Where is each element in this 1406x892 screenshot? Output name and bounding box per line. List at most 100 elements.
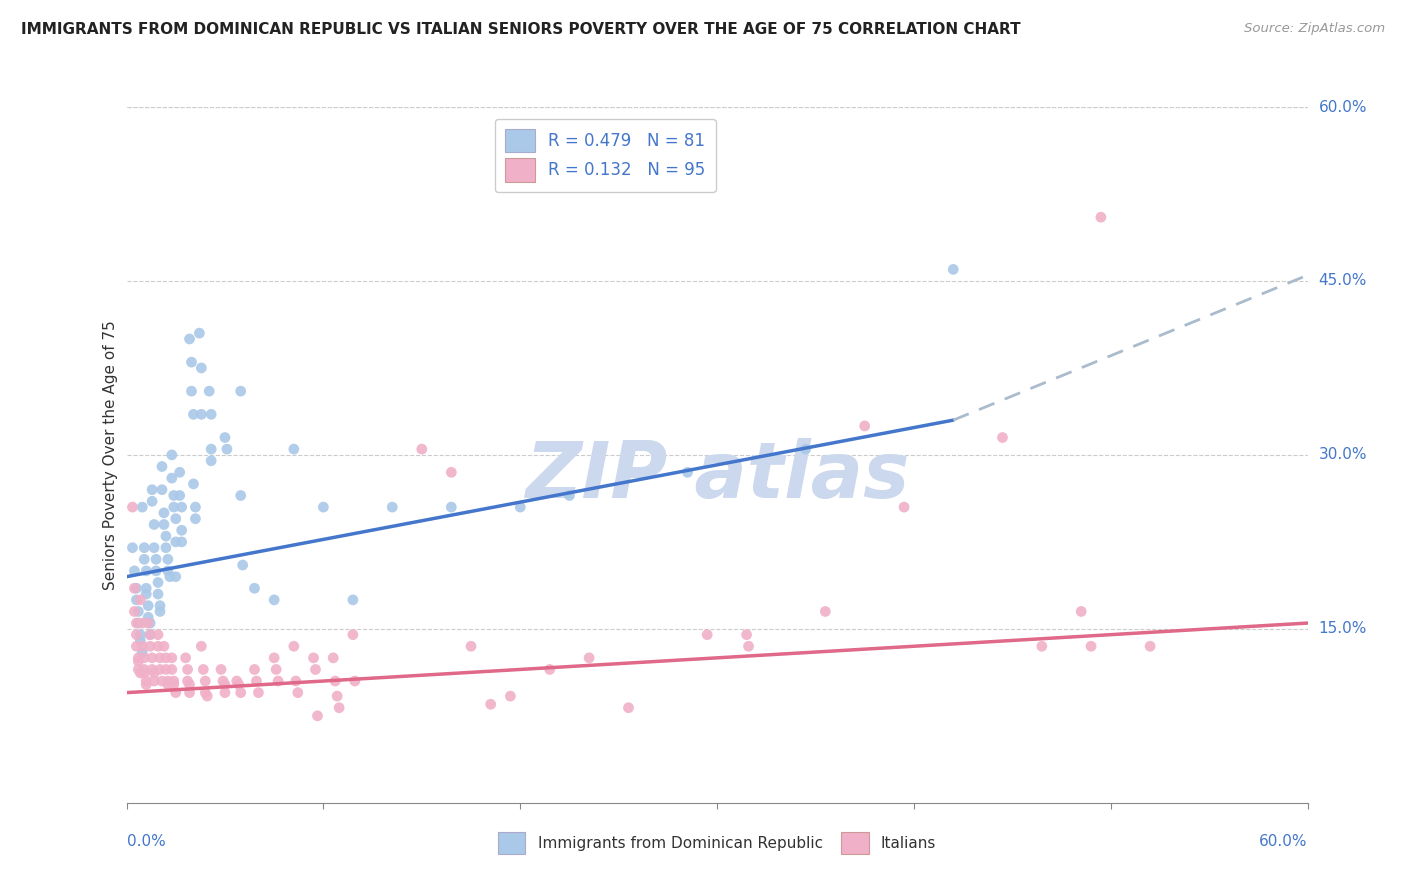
Point (794, 442, 817, 456)
Point (153, 639, 176, 653)
Point (538, 662, 561, 676)
Point (131, 615, 153, 630)
Point (135, 674, 157, 689)
Point (139, 628, 162, 642)
Point (156, 677, 179, 691)
Point (312, 500, 335, 514)
Point (381, 500, 404, 514)
Point (263, 651, 285, 665)
Point (170, 500, 193, 514)
Point (146, 587, 169, 601)
Point (180, 384, 202, 398)
Point (135, 582, 157, 596)
Text: 30.0%: 30.0% (1319, 448, 1367, 462)
Point (139, 628, 162, 642)
Point (200, 442, 222, 456)
Point (232, 558, 254, 573)
Point (893, 500, 915, 514)
Point (131, 639, 153, 653)
Point (160, 651, 183, 665)
Point (160, 471, 183, 485)
Point (135, 587, 157, 601)
Text: ZIP atlas: ZIP atlas (524, 438, 910, 514)
Point (141, 651, 163, 665)
Point (127, 651, 149, 665)
Point (214, 677, 236, 691)
Point (160, 448, 183, 462)
Point (179, 332, 201, 346)
Point (676, 466, 699, 480)
Point (127, 654, 149, 668)
Point (165, 511, 187, 525)
Point (136, 615, 159, 630)
Point (193, 662, 215, 676)
Point (124, 564, 146, 578)
Point (184, 511, 207, 525)
Point (578, 651, 600, 665)
Point (135, 564, 157, 578)
Point (225, 674, 247, 689)
Point (150, 459, 173, 474)
Point (194, 674, 217, 689)
Point (125, 615, 148, 630)
Point (165, 685, 187, 699)
Point (735, 628, 758, 642)
Point (180, 355, 202, 369)
Text: Source: ZipAtlas.com: Source: ZipAtlas.com (1244, 22, 1385, 36)
Point (146, 628, 169, 642)
Point (163, 500, 186, 514)
Point (150, 674, 173, 689)
Point (328, 700, 350, 714)
Point (479, 698, 502, 712)
Point (1139, 639, 1161, 653)
Text: 45.0%: 45.0% (1319, 274, 1367, 288)
Point (136, 599, 159, 613)
Point (165, 534, 187, 549)
Point (143, 665, 166, 680)
Point (134, 541, 156, 555)
Point (814, 605, 837, 619)
Text: 60.0%: 60.0% (1260, 834, 1308, 849)
Point (263, 592, 285, 607)
Point (149, 599, 172, 613)
Point (440, 466, 463, 480)
Point (1080, 639, 1102, 653)
Point (243, 582, 266, 596)
Point (179, 677, 201, 691)
Point (342, 592, 364, 607)
Point (127, 605, 149, 619)
Point (209, 662, 232, 676)
Point (183, 407, 205, 421)
Point (125, 582, 148, 596)
Point (215, 442, 238, 456)
Point (165, 569, 187, 583)
Point (1031, 639, 1053, 653)
Point (214, 430, 236, 444)
Point (150, 483, 173, 497)
Point (323, 674, 346, 689)
Point (696, 628, 718, 642)
Point (121, 541, 143, 555)
Point (174, 651, 197, 665)
Point (145, 552, 167, 566)
Point (183, 476, 205, 491)
Point (287, 685, 309, 699)
Point (156, 552, 179, 566)
Point (153, 517, 176, 532)
Point (229, 685, 252, 699)
Point (155, 651, 177, 665)
Point (184, 500, 207, 514)
Point (190, 407, 212, 421)
Point (125, 592, 148, 607)
Point (411, 442, 433, 456)
Point (214, 685, 236, 699)
Point (134, 651, 156, 665)
Point (304, 662, 326, 676)
Point (155, 529, 177, 543)
Point (853, 418, 876, 433)
Point (134, 662, 156, 676)
Point (176, 674, 198, 689)
Point (163, 674, 186, 689)
Point (499, 689, 522, 703)
Point (143, 541, 166, 555)
